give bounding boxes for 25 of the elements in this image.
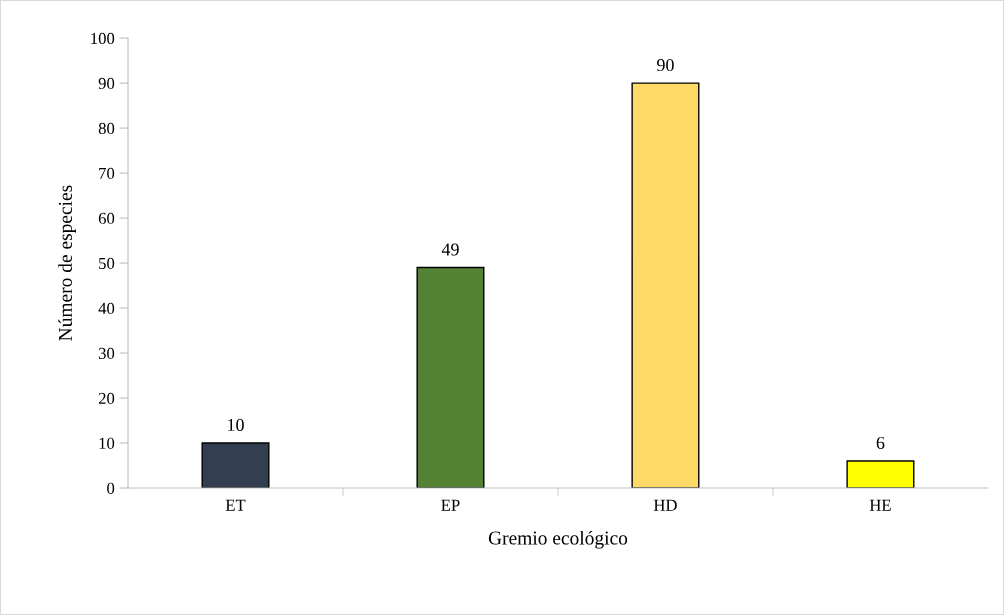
y-tick-label: 0 bbox=[107, 482, 115, 494]
y-tick-label: 80 bbox=[98, 122, 115, 135]
y-axis-title: Número de especies bbox=[58, 185, 76, 341]
y-tick-label: 100 bbox=[91, 32, 115, 45]
data-label: 90 bbox=[657, 58, 674, 72]
bar bbox=[416, 266, 485, 488]
x-tick-label: HE bbox=[869, 499, 891, 511]
x-tick-label: EP bbox=[441, 499, 460, 511]
y-tick-label: 20 bbox=[98, 392, 115, 404]
bar bbox=[846, 460, 915, 488]
y-tick-label: 30 bbox=[98, 347, 115, 359]
y-tick-label: 90 bbox=[98, 77, 115, 90]
data-label: 10 bbox=[228, 418, 244, 432]
x-tick-label: HD bbox=[653, 499, 677, 511]
bar bbox=[201, 442, 270, 488]
y-tick-label: 10 bbox=[99, 437, 115, 449]
bar bbox=[631, 82, 700, 488]
data-label: 49 bbox=[441, 243, 459, 256]
x-axis-title: Gremio ecológico bbox=[488, 530, 628, 549]
y-tick-label: 50 bbox=[99, 257, 115, 270]
data-label: 6 bbox=[876, 436, 885, 450]
y-tick-label: 40 bbox=[98, 302, 115, 314]
y-tick-label: 60 bbox=[98, 212, 115, 225]
y-tick-label: 70 bbox=[99, 167, 115, 180]
x-tick-label: ET bbox=[225, 499, 246, 511]
